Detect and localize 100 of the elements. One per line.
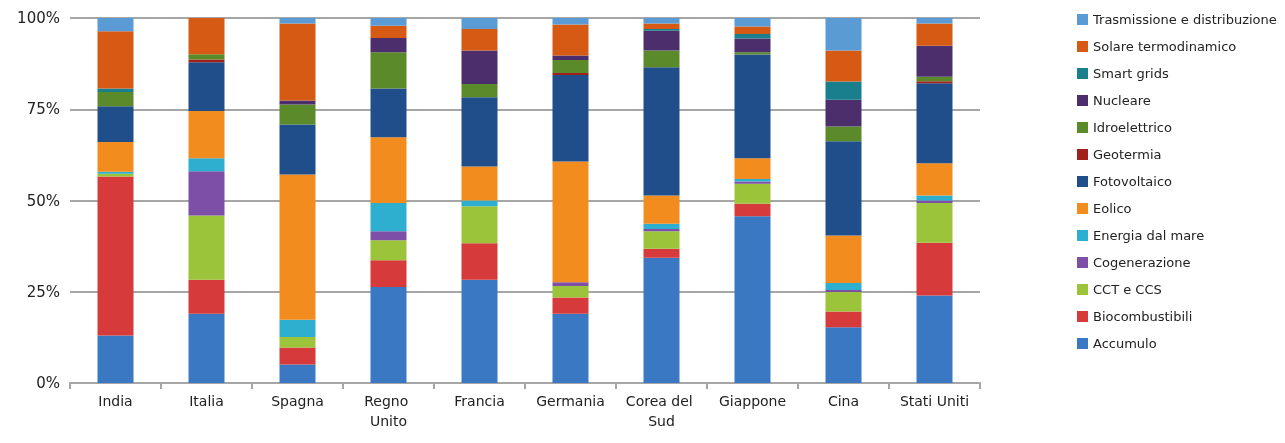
x-tick-label: Giappone [718, 393, 787, 409]
bar [916, 23, 953, 46]
bar [643, 195, 680, 224]
bar [97, 106, 134, 143]
bar [916, 83, 953, 164]
bar [916, 163, 953, 196]
x-tick-label: India [98, 393, 133, 409]
legend-label: Accumulo [1093, 336, 1157, 351]
bar [370, 52, 407, 89]
bar [825, 99, 862, 127]
y-tick-label: 0% [36, 374, 60, 392]
bar [916, 242, 953, 296]
legend-label: Energia dal mare [1093, 228, 1205, 243]
legend-label: Fotovoltaico [1093, 174, 1173, 189]
bar [370, 25, 407, 39]
bar [552, 282, 589, 286]
bar [97, 335, 134, 383]
bar [643, 50, 680, 68]
bar [279, 364, 316, 383]
bar [734, 54, 771, 159]
bar [370, 88, 407, 138]
bar [188, 279, 225, 314]
legend-label: Cogenerazione [1093, 255, 1191, 270]
bar [552, 74, 589, 162]
bar [734, 52, 771, 55]
legend-label: Geotermia [1093, 147, 1162, 162]
x-tick-label: Stati Uniti [899, 393, 970, 409]
bar [552, 161, 589, 283]
bar [825, 18, 862, 51]
bar [552, 313, 589, 383]
y-tick-label: 75% [26, 100, 60, 119]
bar [188, 54, 225, 60]
x-tick-label: Italia [189, 393, 224, 409]
bar [643, 257, 680, 383]
bar [825, 141, 862, 236]
bar [370, 287, 407, 383]
bar [734, 158, 771, 179]
bar [825, 126, 862, 142]
bar [552, 55, 589, 60]
bar [97, 18, 134, 32]
bar [279, 100, 316, 105]
bar [825, 327, 862, 383]
bar [97, 88, 134, 93]
bar [552, 297, 589, 314]
bar [461, 206, 498, 244]
legend-label: Smart grids [1093, 66, 1169, 81]
legend-label: Idroelettrico [1093, 120, 1172, 135]
bar [461, 28, 498, 51]
bar [461, 166, 498, 201]
bar [370, 137, 407, 204]
bar [734, 18, 771, 27]
bar [188, 18, 225, 55]
bar [461, 50, 498, 85]
bar [734, 216, 771, 383]
bar [734, 38, 771, 53]
bar [734, 183, 771, 204]
legend-label: Biocombustibili [1093, 309, 1193, 324]
bar [279, 337, 316, 348]
bar [461, 18, 498, 29]
y-tick-label: 50% [26, 191, 60, 210]
x-tick-label: Cina [827, 393, 860, 409]
bar [643, 23, 680, 29]
bar [552, 18, 589, 25]
bar [188, 158, 225, 172]
bar [461, 243, 498, 280]
bar [825, 292, 862, 312]
bar [916, 81, 953, 84]
x-tick-label: Corea del Sud [625, 393, 698, 429]
bar [461, 97, 498, 167]
bar [643, 231, 680, 249]
bar [916, 295, 953, 383]
bar [643, 67, 680, 196]
bar [916, 76, 953, 82]
bar [370, 231, 407, 241]
bar [552, 285, 589, 298]
bar [643, 18, 680, 24]
bar [734, 26, 771, 35]
bar [825, 289, 862, 293]
x-tick-label: Regno Unito [364, 393, 413, 429]
bar [552, 24, 589, 56]
bar [370, 18, 407, 26]
legend-label: CCT e CCS [1093, 282, 1162, 297]
bar [825, 235, 862, 283]
x-tick-label: Francia [454, 393, 505, 409]
bar [734, 203, 771, 217]
bar [188, 313, 225, 383]
bar [370, 203, 407, 232]
bar [279, 347, 316, 365]
bar [370, 260, 407, 288]
bar [461, 84, 498, 98]
x-tick-label: Germania [536, 393, 605, 409]
bar [916, 203, 953, 243]
bar [552, 59, 589, 74]
bar [279, 18, 316, 24]
bar [825, 311, 862, 328]
bar [279, 124, 316, 175]
bar [370, 240, 407, 261]
bar [97, 31, 134, 89]
bar [916, 18, 953, 24]
legend-label: Trasmissione e distribuzione [1092, 12, 1277, 27]
